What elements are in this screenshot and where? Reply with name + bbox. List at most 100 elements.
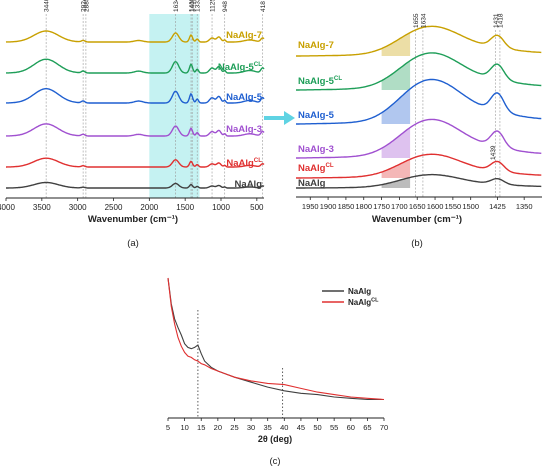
panel-b-tick-label-1900: 1900 [320, 202, 337, 211]
panel-a-series-label-1: NaAlg-5CL [218, 61, 262, 73]
panel-c-curve-1 [167, 277, 385, 401]
panel-b-curves [296, 25, 542, 189]
panel-b-curve-4 [296, 153, 542, 179]
panel-b-curve-5 [296, 173, 542, 189]
panel-a-x-axis-label: Wavenumber (cm⁻¹) [88, 214, 178, 225]
panel-b-tick-label-1750: 1750 [373, 202, 390, 211]
panel-c-legend-label-1: NaAlgCL [348, 298, 379, 308]
panel-c-tick-label-50: 50 [313, 423, 321, 432]
peak-label-1634: 1634 [173, 0, 180, 12]
panel-a-tick-label-3500: 3500 [33, 203, 51, 212]
panel-c-legend-label-0: NaAlg [348, 287, 371, 296]
panel-b-fill-1 [381, 60, 411, 90]
peak-label-418: 418 [260, 1, 267, 12]
panel-c-tick-label-40: 40 [280, 423, 288, 432]
panel-c-xrd: 5 10 15 20 25 30 35 40 45 50 55 60 65 70 NaAlg NaAlgCL… [166, 277, 388, 467]
panel-link-arrow [264, 111, 295, 125]
panel-b-peak-label-1655: 1655 [413, 13, 420, 28]
panel-b-curve-0 [296, 25, 542, 57]
panel-b-curve-2 [296, 78, 542, 125]
panel-a-tick-label-500: 500 [250, 203, 264, 212]
panel-b-fill-4 [381, 159, 411, 178]
panel-c-curves [167, 277, 385, 401]
peak-label-1402: 1402 [190, 0, 197, 12]
peak-label-3440: 3440 [44, 0, 51, 12]
panel-b-fill-2 [381, 88, 411, 124]
panel-b-x-axis: 1950 1900 1850 1800 1750 1700 1650 1600 1550 1500… [296, 196, 542, 211]
panel-b-tick-label-1800: 1800 [355, 202, 372, 211]
panel-c-tick-label-60: 60 [347, 423, 355, 432]
peak-label-948: 948 [222, 1, 229, 12]
panel-b-curve-1 [296, 52, 542, 91]
panel-b-peak-lines [415, 30, 501, 197]
panel-b-tick-label-1600: 1600 [427, 202, 444, 211]
panel-a-series-label-5: NaAlg [235, 179, 263, 190]
panel-a-curve-5 [6, 181, 265, 189]
panel-c-tick-label-5: 5 [166, 423, 170, 432]
peak-label-2885: 2885 [83, 0, 90, 12]
peak-label-1332: 1332 [195, 0, 202, 12]
panel-c-tick-label-30: 30 [247, 423, 255, 432]
panel-a-curve-1 [6, 58, 265, 74]
panel-b-tick-label-1550: 1550 [445, 202, 462, 211]
panel-b-peak-label-1418: 1418 [497, 13, 504, 28]
panel-c-tick-label-55: 55 [330, 423, 338, 432]
panel-b-tick-label-1950: 1950 [302, 202, 319, 211]
panel-b-tick-label-1425: 1425 [489, 202, 506, 211]
panel-b-tick-label-1650: 1650 [409, 202, 426, 211]
panel-c-reference-lines [197, 310, 284, 418]
panel-a-tick-label-3000: 3000 [69, 203, 87, 212]
panel-a-curve-3 [6, 123, 265, 137]
panel-b-fills [381, 32, 411, 188]
panel-b-series-label-3: NaAlg-3 [298, 144, 334, 155]
panel-b-series-label-0: NaAlg-7 [298, 40, 334, 51]
panel-b-fill-5 [381, 177, 411, 188]
panel-c-tick-label-20: 20 [214, 423, 222, 432]
panel-c-tick-label-15: 15 [197, 423, 205, 432]
panel-a-curve-4 [6, 157, 265, 168]
panel-a-series-labels: NaAlg-7 NaAlg-5CL NaAlg-5 NaAlg-3 NaAlgCL NaA… [218, 30, 263, 190]
panel-c-tick-label-35: 35 [264, 423, 272, 432]
panel-b-tick-label-1850: 1850 [338, 202, 355, 211]
panel-b-peak-label-1431: 1431 [493, 13, 500, 28]
panel-c-tick-label-70: 70 [380, 423, 388, 432]
peak-label-1418: 1418 [189, 0, 196, 12]
panel-c-caption: (c) [269, 456, 280, 467]
panel-c-legend: NaAlg NaAlgCL [322, 287, 379, 307]
panel-b-series-labels: NaAlg-7 NaAlg-5CL NaAlg-5 NaAlg-3 NaAlgCL NaA… [298, 40, 342, 189]
panel-b-x-axis-label: Wavenumber (cm⁻¹) [372, 214, 462, 225]
panel-a-tick-label-2500: 2500 [105, 203, 123, 212]
panel-b-series-label-1: NaAlg-5CL [298, 75, 342, 87]
panel-a-x-axis: 4000 3500 3000 2500 2000 1500 1000 500 [0, 197, 264, 212]
panel-c-tick-label-45: 45 [297, 423, 305, 432]
panel-b-peak-label-1634: 1634 [420, 13, 427, 28]
panel-b-fill-0 [381, 32, 411, 56]
panel-a-series-label-3: NaAlg-3 [226, 124, 262, 135]
panel-b-peak-label-1439: 1439 [490, 145, 497, 160]
panel-a-series-label-0: NaAlg-7 [226, 30, 262, 41]
panel-c-tick-label-25: 25 [230, 423, 238, 432]
panel-b-tick-label-1500: 1500 [462, 202, 479, 211]
panel-b-tick-label-1700: 1700 [391, 202, 408, 211]
panel-b-caption: (b) [411, 238, 423, 249]
panel-a-peak-lines [45, 14, 264, 198]
panel-a-series-label-4: NaAlgCL [226, 157, 262, 169]
panel-a-tick-label-2000: 2000 [140, 203, 158, 212]
panel-a-tick-label-1000: 1000 [212, 203, 230, 212]
panel-b-curve-3 [296, 118, 542, 159]
panel-c-tick-label-65: 65 [363, 423, 371, 432]
panel-b-series-label-5: NaAlg [298, 178, 326, 189]
panel-a-tick-label-1500: 1500 [176, 203, 194, 212]
panel-b-fill-3 [381, 127, 411, 158]
panel-c-curve-0 [167, 277, 384, 401]
panel-a-curves [5, 30, 265, 189]
panel-c-tick-label-10: 10 [180, 423, 188, 432]
peak-label-1125: 1125 [210, 0, 217, 12]
panel-a-curve-2 [6, 88, 265, 104]
panel-c-x-axis-label: 2θ (deg) [258, 434, 292, 444]
panel-a-caption: (a) [127, 238, 139, 249]
